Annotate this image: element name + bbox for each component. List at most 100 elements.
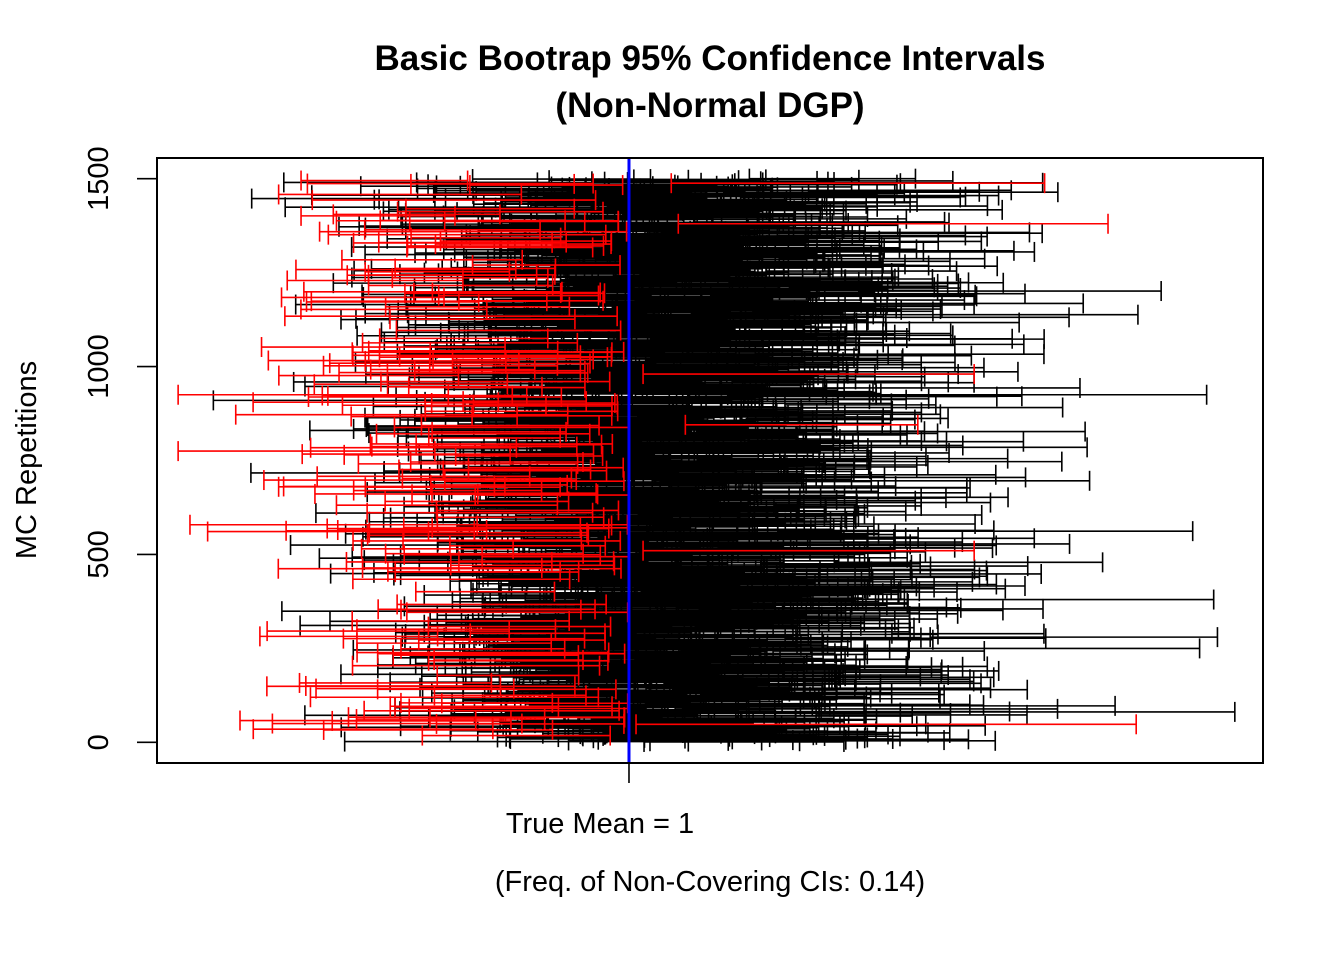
ci-covering <box>591 171 762 192</box>
ci-non-covering <box>437 285 600 306</box>
ci-non-covering <box>369 433 614 454</box>
ci-non-covering <box>361 332 579 353</box>
ci-non-covering <box>420 415 600 436</box>
ci-non-covering <box>394 258 557 279</box>
ci-non-covering <box>357 453 579 474</box>
ci-non-covering <box>389 696 613 717</box>
ci-non-covering <box>467 457 625 478</box>
ci-non-covering <box>263 470 578 491</box>
ci-covering <box>825 384 1208 405</box>
ci-non-covering <box>367 340 559 361</box>
ci-non-covering <box>377 599 596 620</box>
ci-non-covering <box>677 213 1109 234</box>
ci-non-covering <box>266 621 511 642</box>
ci-non-covering <box>684 414 919 435</box>
ci-non-covering <box>306 173 594 194</box>
ci-covering <box>874 589 1215 610</box>
ci-covering <box>748 168 917 189</box>
ci-non-covering <box>355 709 546 730</box>
ci-non-covering <box>301 444 595 465</box>
ci-non-covering <box>396 594 607 615</box>
ci-non-covering <box>277 184 523 205</box>
ci-non-covering <box>458 290 604 311</box>
ci-non-covering <box>352 480 543 501</box>
ci-non-covering <box>239 710 477 731</box>
ci-non-covering <box>356 619 557 640</box>
ci-non-covering <box>396 201 604 222</box>
ci-non-covering <box>642 364 975 385</box>
ci-non-covering <box>454 445 604 466</box>
ci-non-covering <box>405 198 576 219</box>
ci-non-covering <box>342 628 586 649</box>
ci-non-covering <box>303 281 563 302</box>
non-covering-intervals <box>177 170 1137 746</box>
ci-non-covering <box>300 170 469 191</box>
ci-non-covering <box>635 714 1137 735</box>
covering-intervals <box>212 168 1236 752</box>
ci-non-covering <box>189 514 629 535</box>
ci-non-covering <box>260 337 506 358</box>
ci-non-covering <box>471 255 621 276</box>
ci-non-covering <box>267 350 434 371</box>
chart-title-line2: (Non-Normal DGP) <box>555 86 864 125</box>
ci-non-covering <box>400 638 566 659</box>
ci-non-covering <box>378 328 549 349</box>
ci-non-covering <box>360 538 514 559</box>
y-axis-label: MC Repetitions <box>11 361 43 559</box>
ci-non-covering <box>366 502 594 523</box>
y-tick-label: 1500 <box>83 146 115 211</box>
plot-frame <box>156 157 1264 764</box>
y-tick-label: 0 <box>83 734 115 750</box>
ci-non-covering <box>286 270 464 291</box>
ci-non-covering <box>315 678 515 699</box>
ci-non-covering <box>351 655 601 676</box>
ci-covering <box>929 627 1219 648</box>
ci-non-covering <box>280 287 445 308</box>
ci-non-covering <box>300 299 488 320</box>
ci-non-covering <box>307 386 563 407</box>
ci-non-covering <box>427 616 612 637</box>
ci-non-covering <box>384 543 584 564</box>
ci-non-covering <box>376 643 626 664</box>
ci-non-covering <box>402 517 582 538</box>
ci-covering <box>888 638 1201 659</box>
ci-non-covering <box>642 540 975 561</box>
ci-non-covering <box>252 719 494 740</box>
y-tick-label: 1000 <box>83 334 115 399</box>
ci-non-covering <box>347 707 625 728</box>
ci-non-covering <box>435 500 620 521</box>
ci-non-covering <box>392 645 580 666</box>
ci-non-covering <box>309 437 518 458</box>
ci-non-covering <box>436 665 580 686</box>
ci-non-covering <box>449 535 607 556</box>
ci-non-covering <box>429 341 625 362</box>
ci-non-covering <box>398 459 592 480</box>
ci-non-covering <box>377 232 567 253</box>
ci-non-covering <box>305 675 502 696</box>
ci-non-covering <box>335 495 559 516</box>
ci-non-covering <box>309 687 600 708</box>
ci-covering <box>816 170 954 191</box>
ci-covering <box>815 704 1028 725</box>
y-axis: 0 500 1000 1500 <box>83 146 157 750</box>
ci-non-covering <box>449 555 616 576</box>
x-axis-label: (Freq. of Non-Covering CIs: 0.14) <box>495 866 925 898</box>
ci-non-covering <box>332 204 501 225</box>
ci-non-covering <box>363 700 620 721</box>
ci-non-covering <box>363 219 541 240</box>
ci-non-covering <box>327 224 607 245</box>
chart-title-line1: Basic Bootrap 95% Confidence Intervals <box>374 39 1045 78</box>
x-tick-label: True Mean = 1 <box>506 808 694 840</box>
y-tick-label: 500 <box>83 530 115 578</box>
ci-non-covering <box>351 610 570 631</box>
ci-non-covering <box>472 394 619 415</box>
ci-non-covering <box>395 320 622 341</box>
ci-non-covering <box>284 306 618 327</box>
ci-non-covering <box>670 173 1046 194</box>
ci-non-covering <box>318 221 628 242</box>
ci-non-covering <box>389 309 576 330</box>
ci-non-covering <box>371 436 578 457</box>
ci-non-covering <box>298 672 493 693</box>
